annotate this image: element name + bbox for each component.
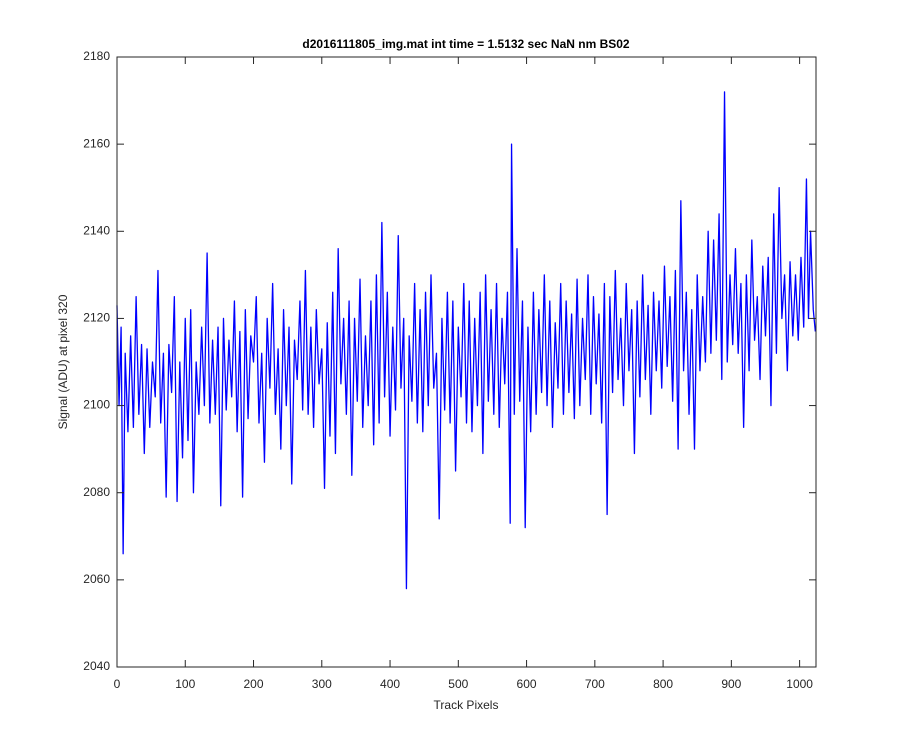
x-tick-label: 100	[175, 677, 195, 691]
data-line	[116, 91, 816, 590]
x-tick-label: 600	[517, 677, 537, 691]
x-axis-label: Track Pixels	[434, 698, 499, 712]
y-tick-label: 2120	[83, 311, 110, 325]
x-tick-label: 500	[448, 677, 468, 691]
x-tick-label: 400	[380, 677, 400, 691]
x-tick-label: 1000	[786, 677, 813, 691]
x-tick-label: 300	[312, 677, 332, 691]
chart-title: d2016111805_img.mat int time = 1.5132 se…	[302, 37, 630, 51]
x-tick-label: 900	[721, 677, 741, 691]
x-tick-label: 200	[244, 677, 264, 691]
y-tick-label: 2160	[83, 136, 110, 150]
plot-frame	[116, 56, 817, 668]
y-tick-label: 2180	[83, 49, 110, 63]
y-tick-label: 2140	[83, 223, 110, 237]
y-tick-label: 2100	[83, 398, 110, 412]
x-tick-label: 800	[653, 677, 673, 691]
y-tick-label: 2040	[83, 659, 110, 673]
y-axis-label: Signal (ADU) at pixel 320	[56, 294, 70, 429]
x-tick-label: 700	[585, 677, 605, 691]
y-tick-label: 2060	[83, 572, 110, 586]
y-tick-label: 2080	[83, 485, 110, 499]
x-tick-label: 0	[114, 677, 121, 691]
